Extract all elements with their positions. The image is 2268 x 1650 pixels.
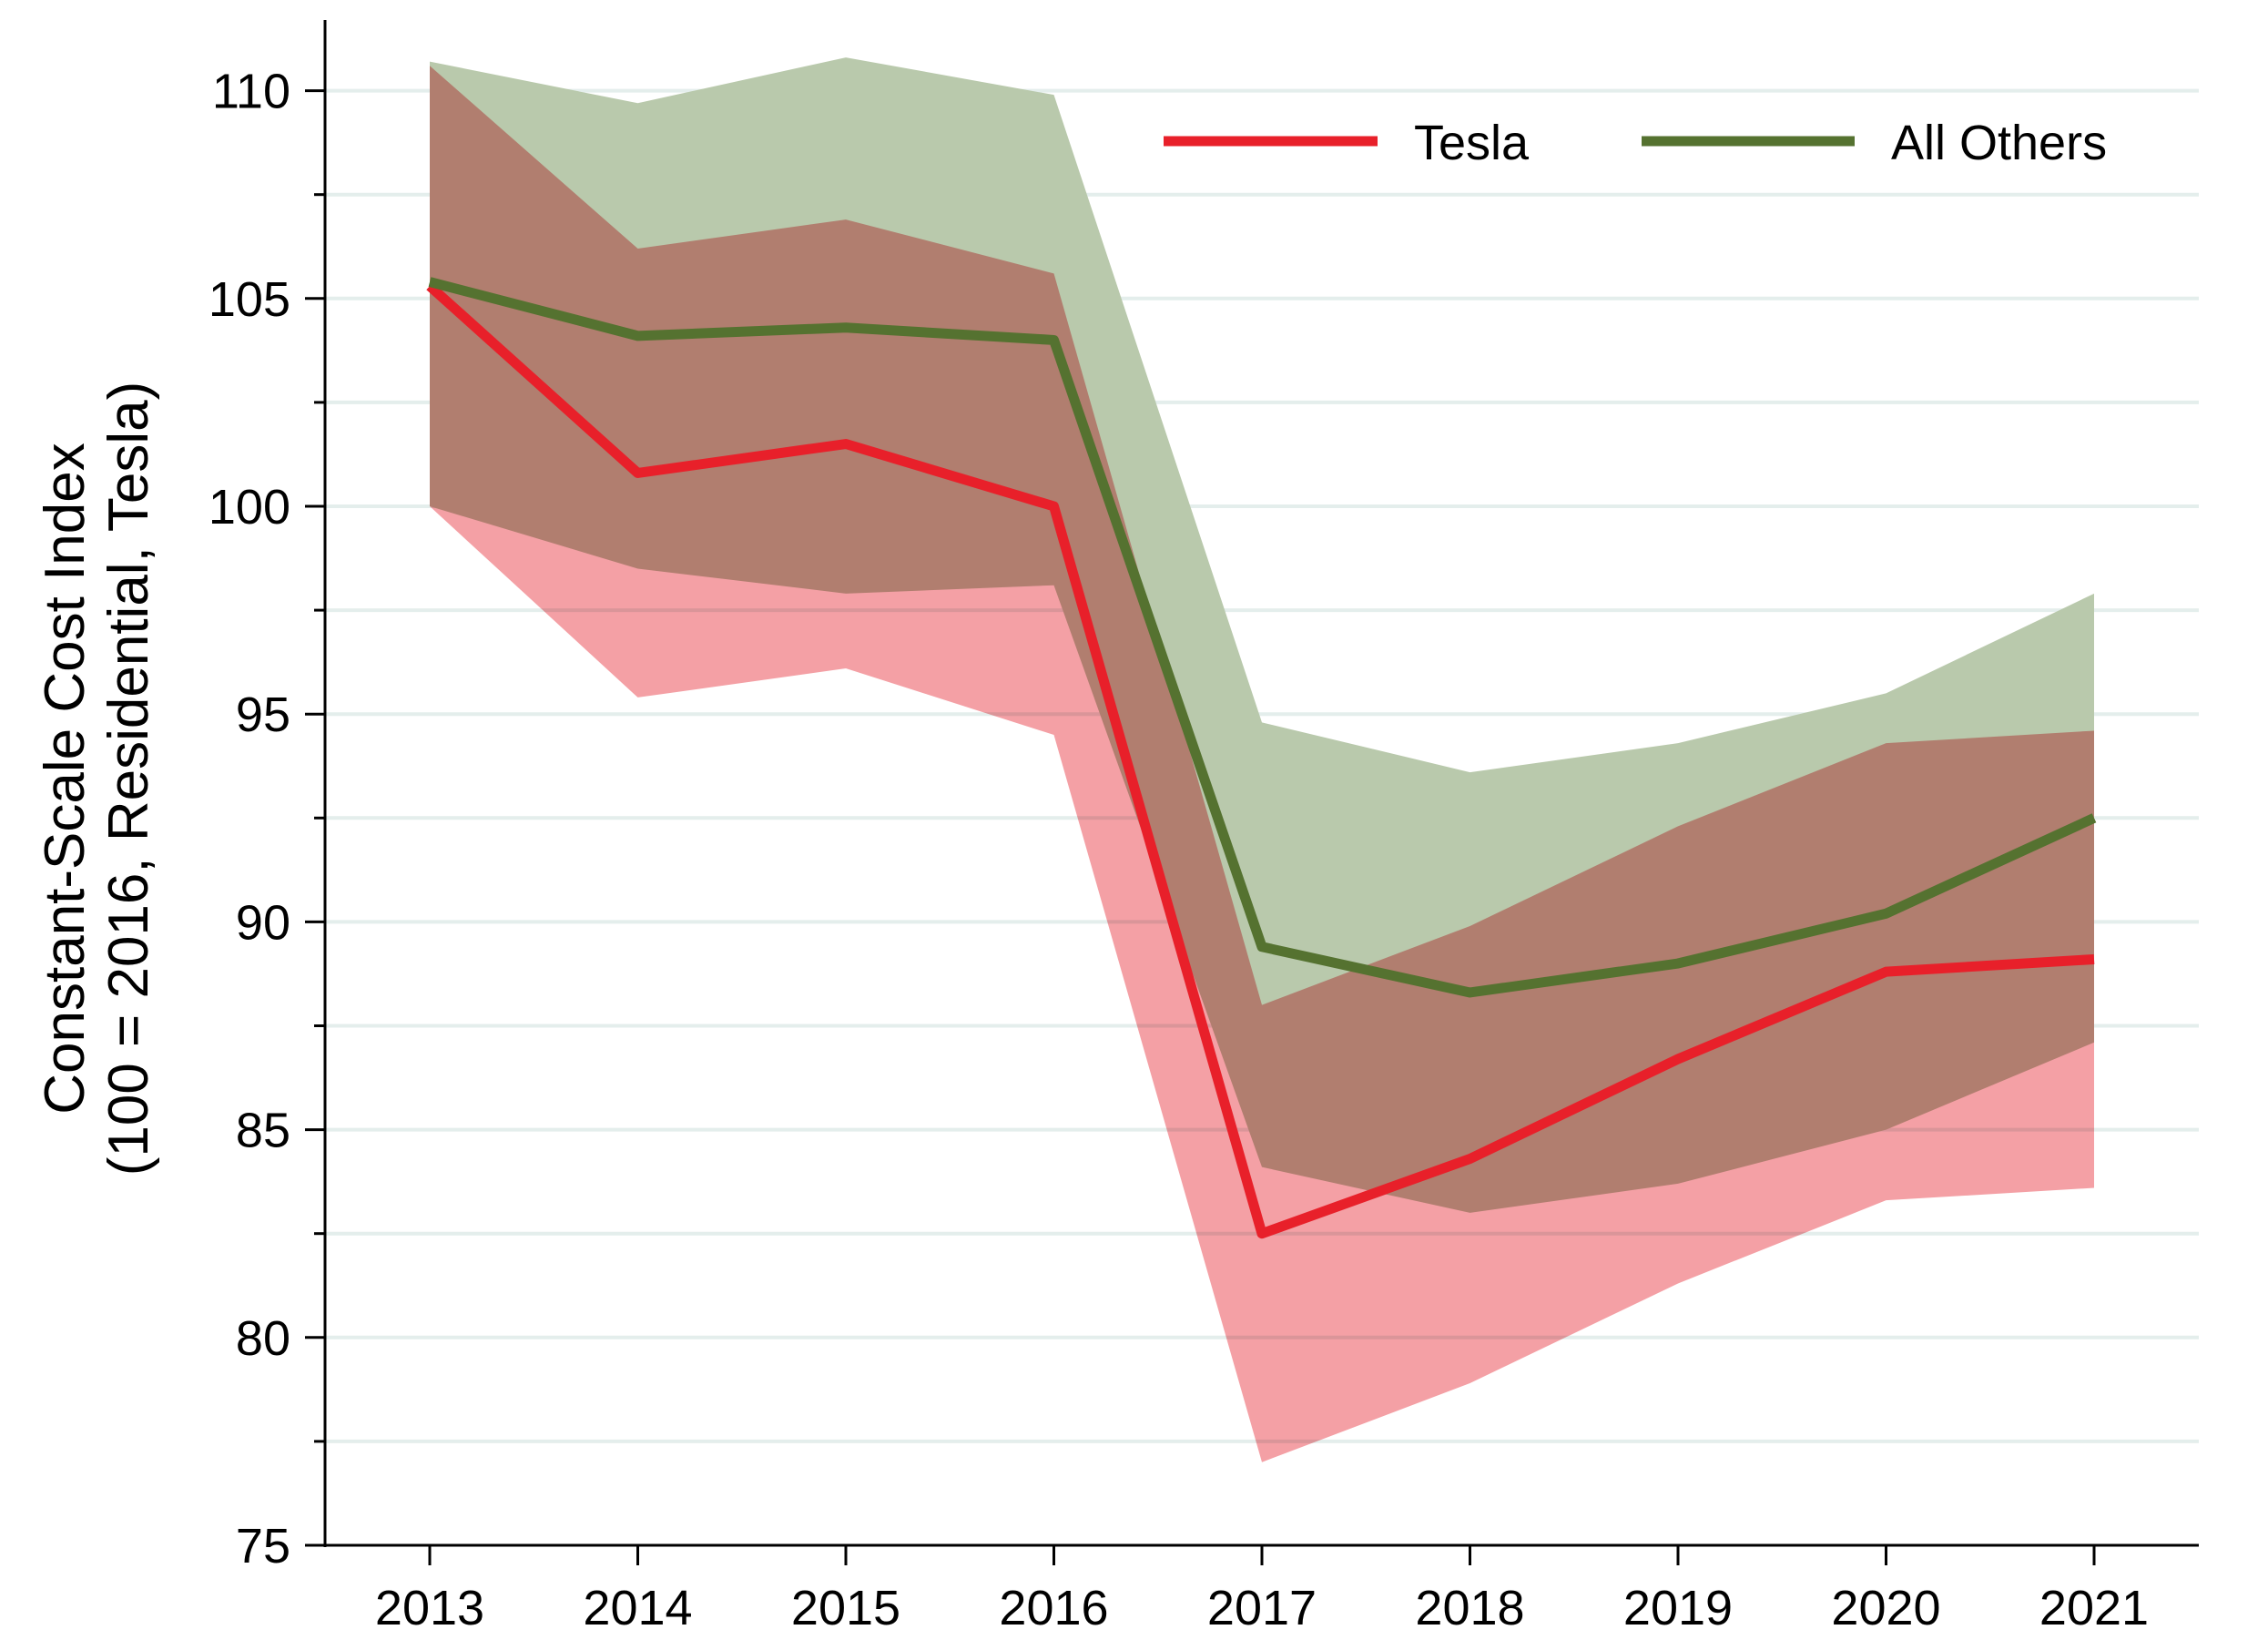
x-tick-label-2013: 2013: [375, 1581, 484, 1635]
y-axis-title-line1: Constant-Scale Cost Index: [34, 443, 97, 1115]
x-tick-label-2020: 2020: [1831, 1581, 1940, 1635]
legend-label-tesla: Tesla: [1414, 116, 1530, 170]
x-tick-label-2014: 2014: [583, 1581, 692, 1635]
y-tick-label-110: 110: [212, 65, 290, 119]
y-tick-label-105: 105: [208, 272, 290, 327]
y-tick-label-75: 75: [236, 1519, 290, 1574]
x-tick-label-2019: 2019: [1623, 1581, 1733, 1635]
x-axis-ticks: 2013 2014 2015 2016 2017 2018 2019 2020 2021: [375, 1545, 2149, 1635]
line-tesla: [426, 282, 2095, 1239]
y-tick-label-100: 100: [208, 480, 290, 535]
y-tick-label-80: 80: [236, 1311, 290, 1366]
confidence-bands: [430, 57, 2094, 1462]
line-all-others: [428, 277, 2097, 998]
y-tick-label-85: 85: [236, 1104, 290, 1158]
x-tick-label-2016: 2016: [999, 1581, 1108, 1635]
legend-label-all-others: All Others: [1891, 116, 2107, 170]
series-lines: [426, 277, 2097, 1239]
band-tesla: [430, 66, 2094, 1462]
y-tick-label-95: 95: [236, 688, 290, 742]
legend: Tesla All Others: [1164, 116, 2107, 170]
x-tick-label-2018: 2018: [1415, 1581, 1524, 1635]
y-tick-label-90: 90: [236, 895, 290, 950]
x-tick-label-2017: 2017: [1207, 1581, 1317, 1635]
x-tick-label-2021: 2021: [2039, 1581, 2149, 1635]
x-tick-label-2015: 2015: [791, 1581, 900, 1635]
y-axis-ticks: 75 80 85 90 95 100 105 110: [208, 65, 325, 1574]
y-axis-title-line2: (100 = 2016, Residential, Tesla): [97, 382, 160, 1176]
